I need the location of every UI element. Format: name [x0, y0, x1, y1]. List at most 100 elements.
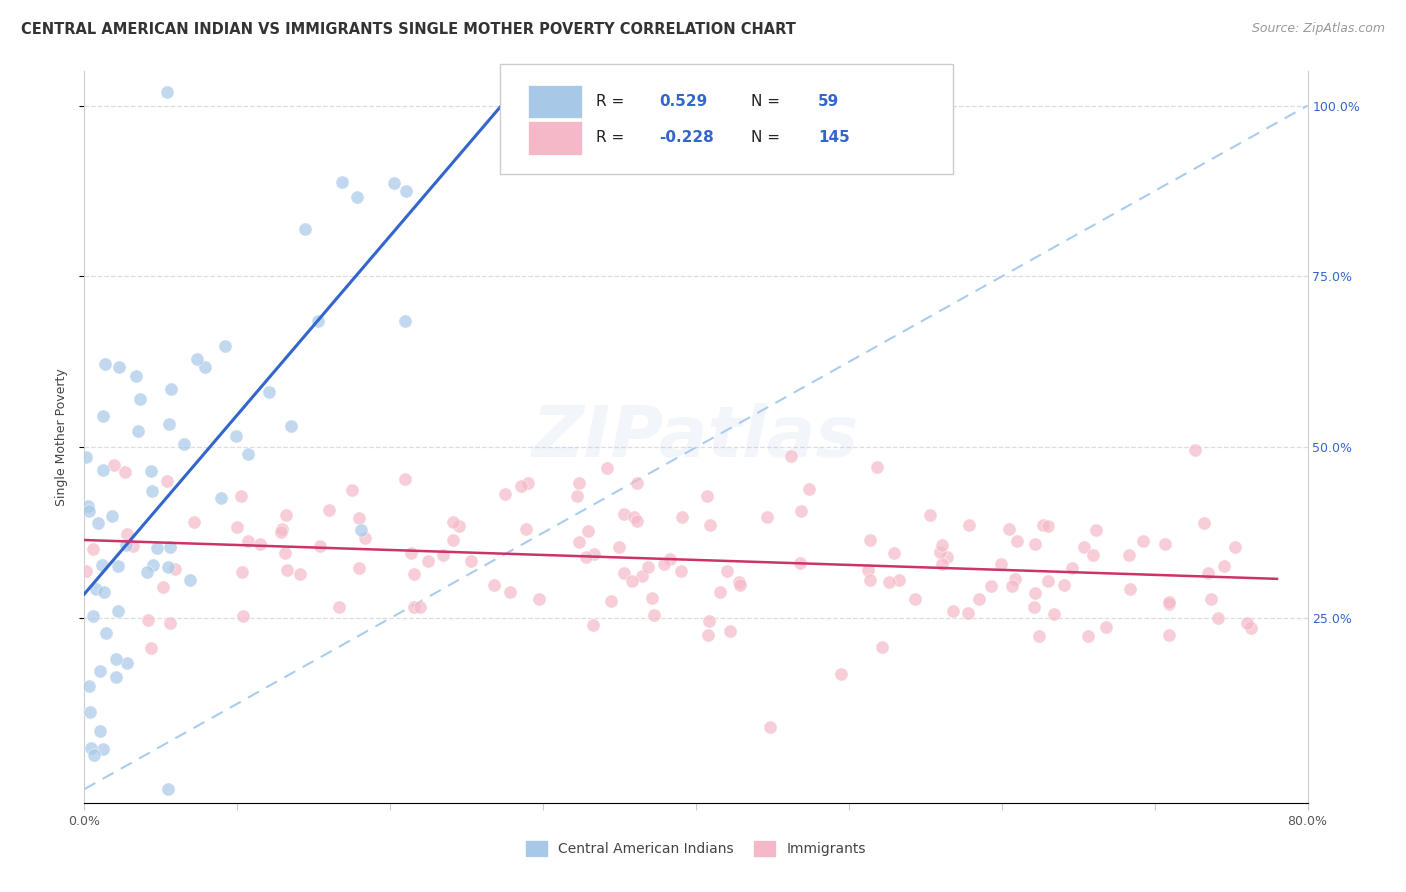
- Point: [1028, 628, 1050, 642]
- Point: [125, 369, 148, 384]
- Point: [1197, 566, 1219, 581]
- Point: [1036, 574, 1059, 588]
- Point: [789, 504, 811, 518]
- Point: [582, 618, 605, 632]
- Point: [1001, 579, 1024, 593]
- Point: [141, 483, 163, 498]
- Point: [482, 577, 505, 591]
- Point: [93, 585, 115, 599]
- Point: [1132, 533, 1154, 548]
- Point: [107, 604, 129, 618]
- Point: [859, 533, 882, 547]
- Point: [214, 339, 236, 353]
- Point: [404, 566, 426, 581]
- Point: [565, 489, 588, 503]
- Point: [658, 552, 681, 566]
- Text: N =: N =: [751, 130, 780, 145]
- FancyBboxPatch shape: [501, 64, 953, 174]
- Point: [1004, 572, 1026, 586]
- Point: [1194, 516, 1216, 531]
- Point: [607, 541, 630, 555]
- Text: -0.228: -0.228: [659, 130, 714, 145]
- Point: [347, 511, 370, 525]
- Point: [883, 546, 905, 560]
- Point: [980, 579, 1002, 593]
- Point: [353, 531, 375, 545]
- Point: [89, 723, 111, 738]
- Point: [1157, 628, 1180, 642]
- Point: [159, 616, 181, 631]
- Point: [91, 742, 114, 756]
- Point: [225, 428, 247, 442]
- Point: [928, 545, 950, 559]
- Point: [669, 564, 692, 578]
- Point: [509, 479, 531, 493]
- Point: [441, 516, 464, 530]
- Point: [1085, 524, 1108, 538]
- Point: [165, 562, 187, 576]
- Point: [460, 554, 482, 568]
- Point: [232, 608, 254, 623]
- Text: CENTRAL AMERICAN INDIAN VS IMMIGRANTS SINGLE MOTHER POVERTY CORRELATION CHART: CENTRAL AMERICAN INDIAN VS IMMIGRANTS SI…: [21, 22, 796, 37]
- Point: [103, 458, 125, 472]
- Point: [780, 449, 803, 463]
- Point: [152, 580, 174, 594]
- Point: [129, 392, 152, 406]
- Point: [257, 384, 280, 399]
- Text: ZIPatlas: ZIPatlas: [533, 402, 859, 472]
- Point: [75, 450, 97, 464]
- Point: [727, 574, 749, 589]
- Point: [1240, 621, 1263, 635]
- Point: [401, 546, 423, 560]
- Point: [117, 657, 139, 671]
- Point: [613, 507, 636, 521]
- Point: [997, 522, 1019, 536]
- Point: [631, 569, 654, 583]
- Point: [709, 584, 731, 599]
- Point: [920, 508, 942, 522]
- Point: [307, 314, 329, 328]
- Point: [82, 542, 104, 557]
- Point: [136, 565, 159, 579]
- Point: [276, 563, 298, 577]
- Point: [416, 554, 439, 568]
- Point: [402, 600, 425, 615]
- Point: [859, 573, 882, 587]
- Point: [613, 566, 636, 580]
- Point: [1024, 600, 1046, 615]
- Point: [432, 548, 454, 562]
- Point: [94, 357, 117, 371]
- Point: [87, 516, 110, 530]
- Point: [641, 591, 664, 605]
- Point: [346, 190, 368, 204]
- Point: [643, 608, 665, 623]
- Point: [620, 574, 643, 588]
- Point: [1032, 518, 1054, 533]
- Point: [107, 558, 129, 573]
- Point: [157, 417, 180, 431]
- Point: [96, 625, 118, 640]
- Point: [101, 508, 124, 523]
- Point: [194, 359, 217, 374]
- Point: [596, 461, 619, 475]
- Point: [568, 476, 591, 491]
- Point: [1081, 548, 1104, 562]
- Point: [136, 613, 159, 627]
- Point: [382, 176, 405, 190]
- Text: 0.529: 0.529: [659, 94, 707, 109]
- Point: [699, 518, 721, 533]
- Text: 145: 145: [818, 130, 851, 145]
- Point: [394, 472, 416, 486]
- Point: [77, 679, 100, 693]
- Point: [671, 509, 693, 524]
- Point: [637, 560, 659, 574]
- Point: [114, 465, 136, 479]
- Point: [652, 557, 675, 571]
- Point: [447, 518, 470, 533]
- Point: [1062, 561, 1084, 575]
- Point: [1077, 630, 1099, 644]
- Point: [82, 608, 104, 623]
- Point: [936, 550, 959, 565]
- Point: [294, 222, 316, 236]
- Point: [107, 360, 129, 375]
